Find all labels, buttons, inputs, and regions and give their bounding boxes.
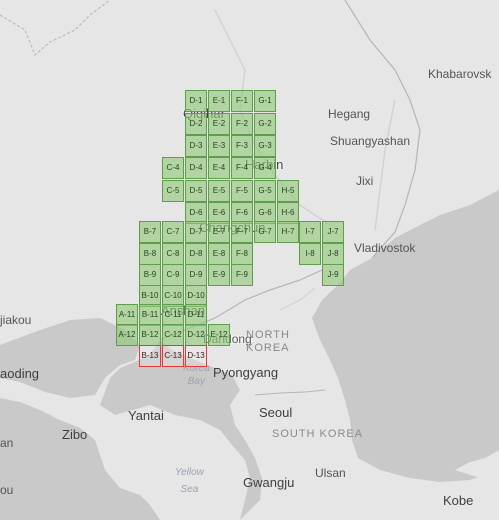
tile-j-9[interactable]: J-9 — [322, 264, 344, 286]
tile-i-8[interactable]: I-8 — [299, 243, 321, 265]
label-jixi: Jixi — [356, 174, 374, 188]
tile-b-8[interactable]: B-8 — [139, 243, 161, 265]
tile-d-12[interactable]: D-12 — [185, 324, 207, 346]
japan-land-2 — [455, 450, 499, 478]
tile-f-8[interactable]: F-8 — [231, 243, 253, 265]
tile-b-13[interactable]: B-13 — [139, 345, 161, 367]
tile-g-5[interactable]: G-5 — [254, 180, 276, 202]
tile-d-9[interactable]: D-9 — [185, 264, 207, 286]
japan-land — [380, 484, 499, 520]
border-dmz — [254, 389, 326, 396]
tile-d-2[interactable]: D-2 — [185, 113, 207, 135]
border-china-russia — [0, 0, 111, 57]
bohai-sea — [0, 318, 140, 398]
tile-d-5[interactable]: D-5 — [185, 180, 207, 202]
tile-b-12[interactable]: B-12 — [139, 324, 161, 346]
tile-e-8[interactable]: E-8 — [208, 243, 230, 265]
tile-d-6[interactable]: D-6 — [185, 202, 207, 224]
label-khabarovsk: Khabarovsk — [428, 67, 492, 81]
tile-e-5[interactable]: E-5 — [208, 180, 230, 202]
tile-f-1[interactable]: F-1 — [231, 90, 253, 112]
tile-e-3[interactable]: E-3 — [208, 135, 230, 157]
label-gwangju: Gwangju — [243, 475, 295, 490]
tile-a-11[interactable]: A-11 — [116, 304, 138, 326]
tile-f-4[interactable]: F-4 — [231, 157, 253, 179]
label-pyongyang: Pyongyang — [213, 365, 279, 380]
sea-of-japan — [312, 190, 499, 482]
tile-f-5[interactable]: F-5 — [231, 180, 253, 202]
tile-g-2[interactable]: G-2 — [254, 113, 276, 135]
tile-d-8[interactable]: D-8 — [185, 243, 207, 265]
label-kobe: Kobe — [443, 493, 474, 508]
tile-h-7[interactable]: H-7 — [277, 221, 299, 243]
label-yantai: Yantai — [128, 408, 164, 423]
tile-c-12[interactable]: C-12 — [162, 324, 184, 346]
tile-b-9[interactable]: B-9 — [139, 264, 161, 286]
tile-e-7[interactable]: E-7 — [208, 221, 230, 243]
label-seoul: Seoul — [259, 405, 293, 420]
label-korea-bay: Korea Bay — [183, 363, 210, 387]
tile-c-11[interactable]: C-11 — [162, 304, 184, 326]
label-vladivostok: Vladivostok — [354, 241, 416, 255]
tile-e-1[interactable]: E-1 — [208, 90, 230, 112]
border-north — [344, 0, 421, 259]
tile-f-7[interactable]: F-7 — [231, 221, 253, 243]
label-an: an — [0, 436, 14, 450]
label-jiakou: jiakou — [0, 313, 32, 327]
tile-d-7[interactable]: D-7 — [185, 221, 207, 243]
tile-c-9[interactable]: C-9 — [162, 264, 184, 286]
tile-i-7[interactable]: I-7 — [299, 221, 321, 243]
tile-d-4[interactable]: D-4 — [185, 157, 207, 179]
tile-a-12[interactable]: A-12 — [116, 324, 138, 346]
label-shuangyashan: Shuangyashan — [330, 134, 411, 148]
tile-b-11[interactable]: B-11 — [139, 304, 161, 326]
river-3 — [279, 287, 316, 311]
tile-e-12[interactable]: E-12 — [208, 324, 230, 346]
tile-f-2[interactable]: F-2 — [231, 113, 253, 135]
tile-d-3[interactable]: D-3 — [185, 135, 207, 157]
tile-e-9[interactable]: E-9 — [208, 264, 230, 286]
label-hegang: Hegang — [328, 107, 371, 121]
tile-d-11[interactable]: D-11 — [185, 304, 207, 326]
label-ou: ou — [0, 483, 14, 497]
tile-b-7[interactable]: B-7 — [139, 221, 161, 243]
river-2 — [374, 99, 396, 231]
tile-g-1[interactable]: G-1 — [254, 90, 276, 112]
label-south-korea: SOUTH KOREA — [272, 428, 364, 440]
tile-d-1[interactable]: D-1 — [185, 90, 207, 112]
tile-c-7[interactable]: C-7 — [162, 221, 184, 243]
tile-j-7[interactable]: J-7 — [322, 221, 344, 243]
tile-c-5[interactable]: C-5 — [162, 180, 184, 202]
tile-f-9[interactable]: F-9 — [231, 264, 253, 286]
tile-c-4[interactable]: C-4 — [162, 157, 184, 179]
label-ulsan: Ulsan — [315, 466, 346, 480]
yellow-sea — [0, 340, 262, 520]
tile-e-2[interactable]: E-2 — [208, 113, 230, 135]
tile-j-8[interactable]: J-8 — [322, 243, 344, 265]
tile-g-7[interactable]: G-7 — [254, 221, 276, 243]
tile-g-4[interactable]: G-4 — [254, 157, 276, 179]
label-yellow-sea: Yellow Sea — [175, 467, 204, 495]
tile-c-8[interactable]: C-8 — [162, 243, 184, 265]
label-north-korea: NORTH KOREA — [246, 329, 290, 354]
tile-g-3[interactable]: G-3 — [254, 135, 276, 157]
label-baoding: aoding — [0, 366, 40, 381]
tile-h-5[interactable]: H-5 — [277, 180, 299, 202]
tile-d-13[interactable]: D-13 — [185, 345, 207, 367]
tile-c-13[interactable]: C-13 — [162, 345, 184, 367]
tile-e-4[interactable]: E-4 — [208, 157, 230, 179]
tile-f-3[interactable]: F-3 — [231, 135, 253, 157]
label-zibo: Zibo — [62, 427, 88, 442]
